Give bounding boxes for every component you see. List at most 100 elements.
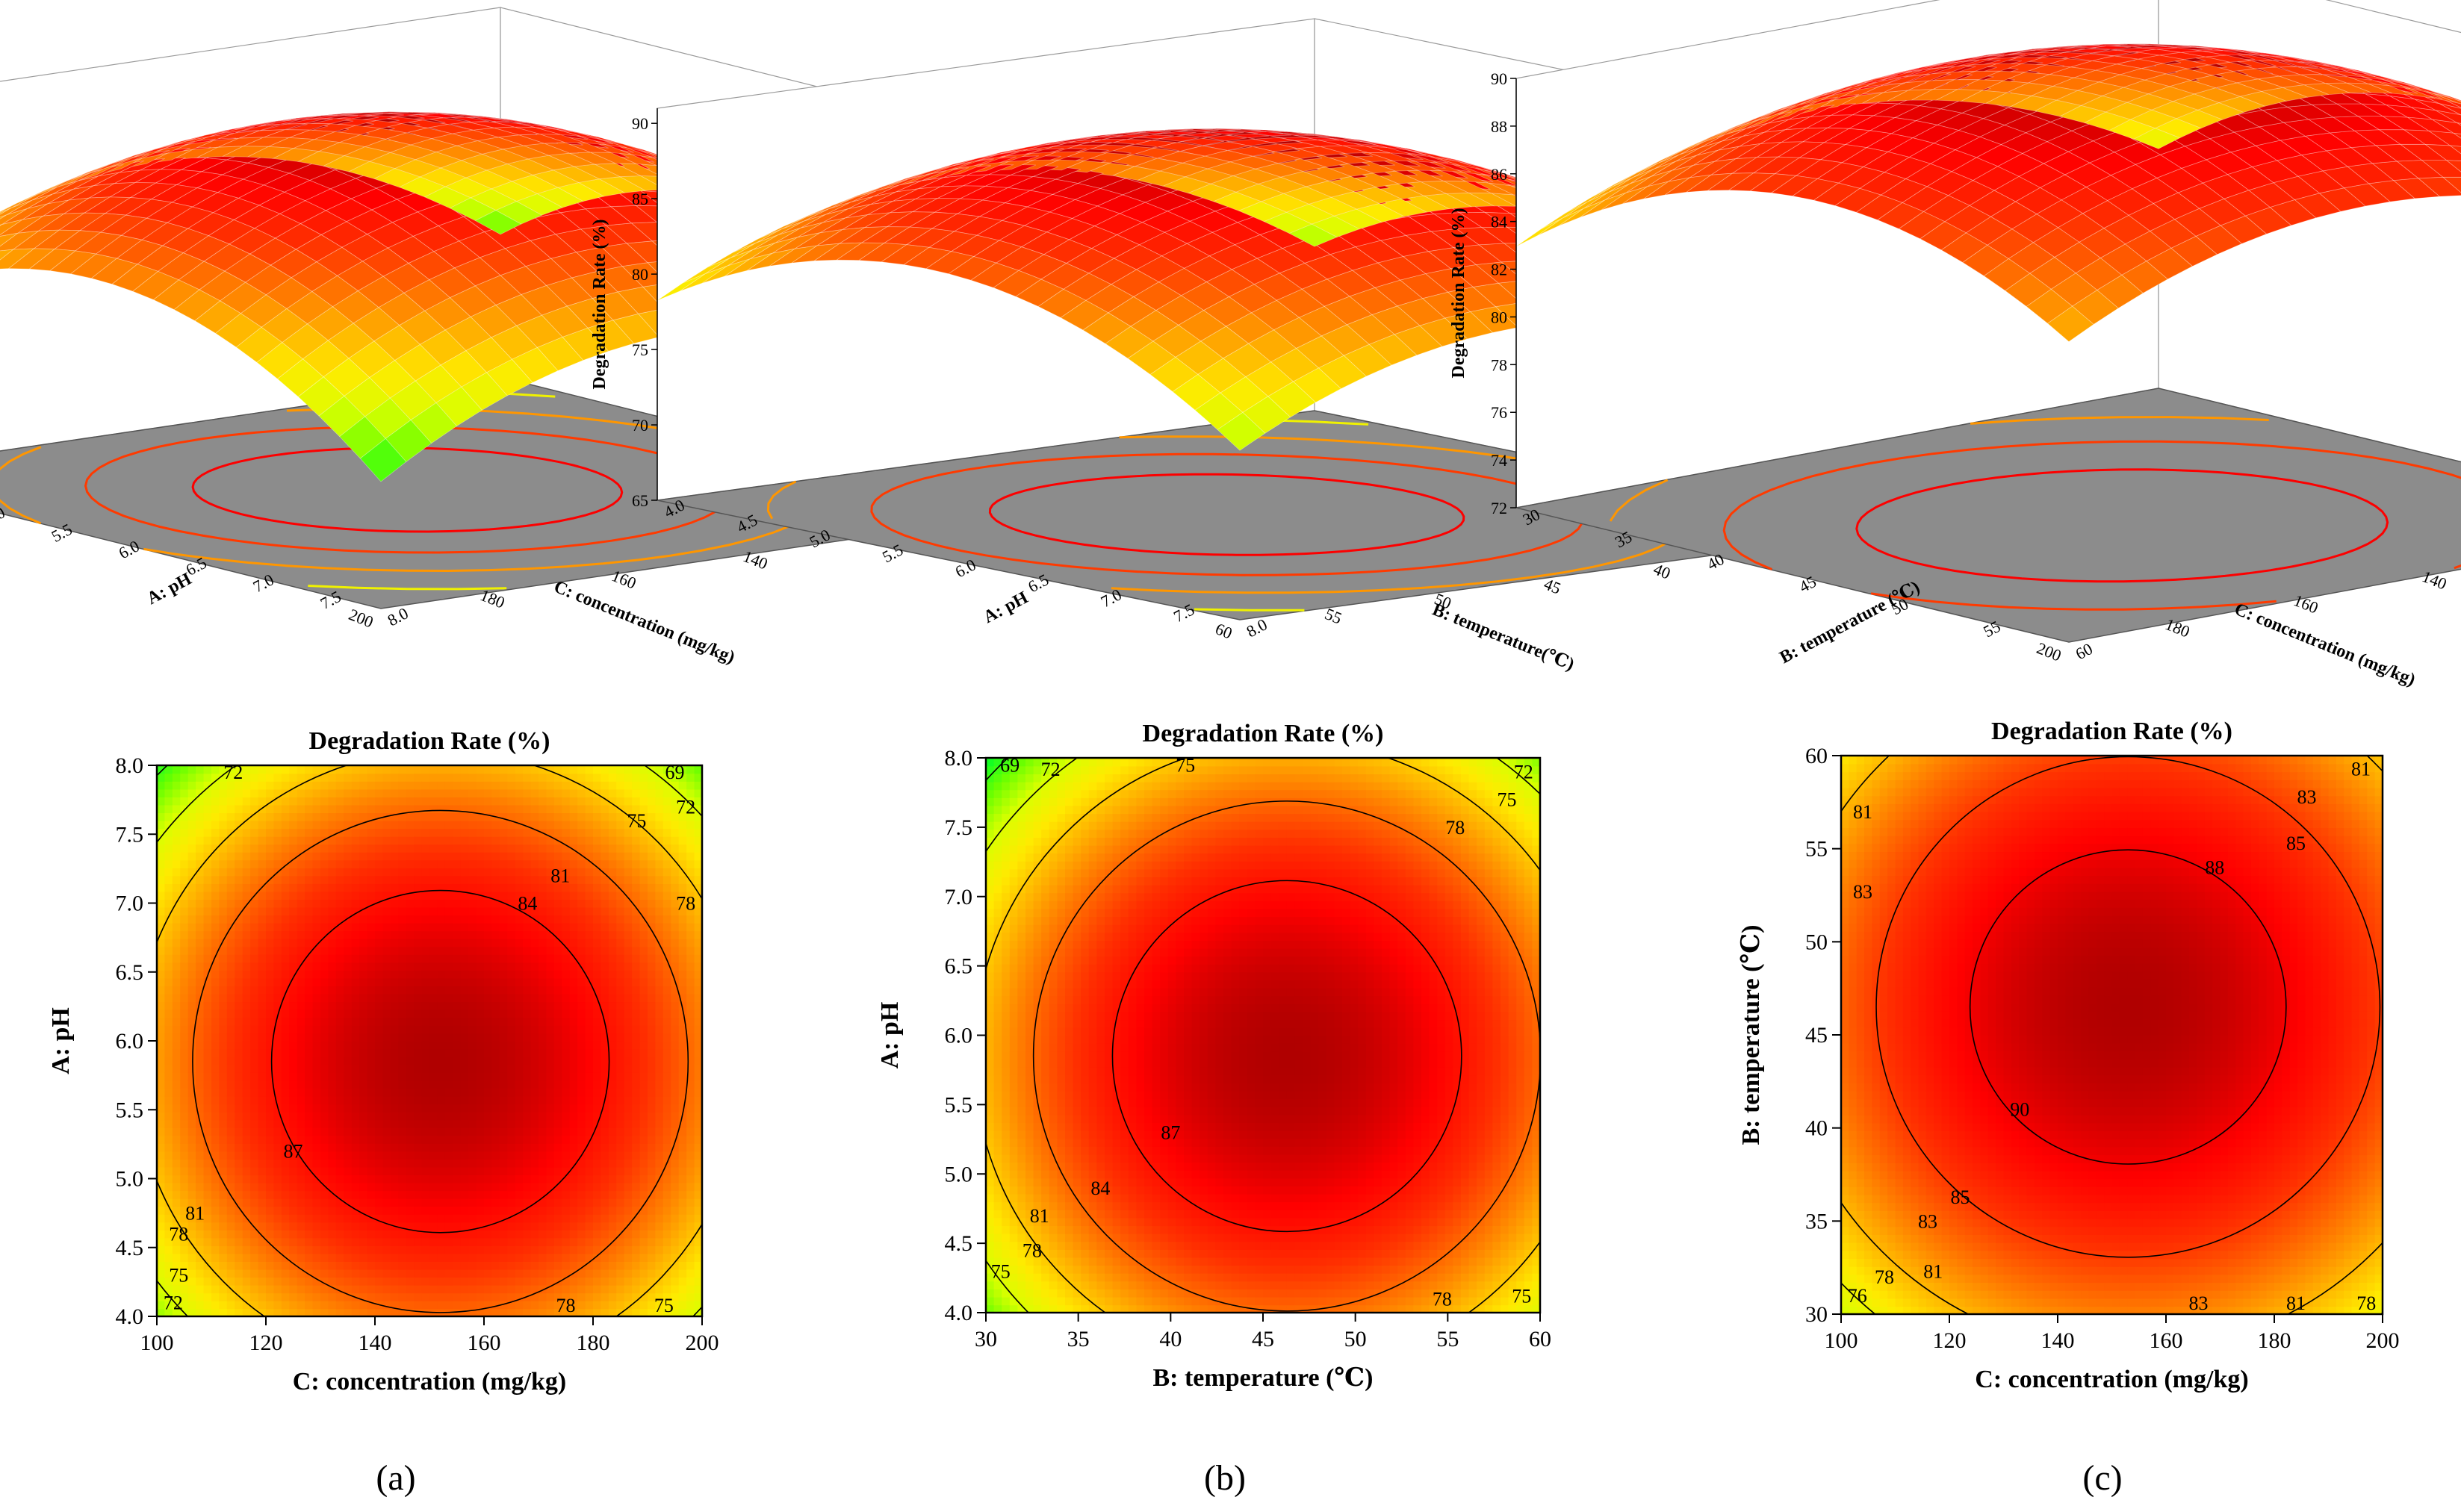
- floor-contour-ring: [1609, 416, 2269, 522]
- contour-level-label: 78: [1445, 817, 1465, 839]
- y-axis-label: A: pH: [47, 1007, 75, 1074]
- z-tick-label: 74: [1491, 451, 1507, 470]
- y-tick-label: 5.0: [945, 1162, 973, 1186]
- x-tick-label: 140: [359, 1331, 392, 1355]
- contour-level-label: 85: [2286, 833, 2306, 854]
- z-tick-label: 86: [1491, 165, 1507, 184]
- y-tick-label: 4.5: [945, 1231, 973, 1256]
- y-tick-label: 6.5: [116, 960, 144, 985]
- panel-label-b: (b): [1204, 1458, 1246, 1498]
- contour-level-label: 85: [1951, 1186, 1970, 1208]
- floor-contour-ring: [191, 447, 624, 533]
- y-tick-label: 7.5: [116, 822, 144, 847]
- x-tick-label: 100: [140, 1331, 174, 1355]
- z-tick-label: 70: [632, 416, 648, 435]
- x-tick-label: 200: [2035, 638, 2064, 665]
- y-tick-label: 35: [1805, 1209, 1828, 1233]
- contour-level-label: 76: [1848, 1285, 1867, 1307]
- z-tick-label: 82: [1491, 261, 1507, 279]
- panel-label-c: (c): [2082, 1458, 2122, 1498]
- contour-level-label: 84: [518, 893, 537, 915]
- x-tick-label: 35: [1067, 1327, 1090, 1351]
- z-tick-label: 90: [632, 114, 648, 133]
- contour-level-label: 78: [556, 1295, 576, 1316]
- y-tick-label: 8.0: [116, 753, 144, 778]
- x-tick-label: 45: [1252, 1327, 1274, 1351]
- contour-level-label: 72: [1041, 759, 1061, 780]
- x-tick-label: 100: [1825, 1328, 1858, 1353]
- contour-fill: [1841, 756, 2383, 1314]
- contour-title: Degradation Rate (%): [1143, 720, 1384, 747]
- y-tick-label: 7.5: [945, 815, 973, 840]
- contour-level-label: 78: [676, 893, 695, 915]
- y-tick-label: 5.0: [0, 503, 8, 529]
- x-tick-label: 180: [2258, 1328, 2291, 1353]
- y-tick-label: 50: [1805, 930, 1828, 954]
- contour-level-label: 84: [1090, 1177, 1110, 1199]
- x-axis-label: B: temperature (℃): [1152, 1364, 1373, 1392]
- y-tick-label: 30: [1805, 1302, 1828, 1327]
- contour-level-label: 75: [169, 1265, 188, 1287]
- y-tick-label: 7.0: [116, 892, 144, 916]
- y-axis-label: A: pH: [876, 1002, 904, 1069]
- contour-level-label: 78: [2356, 1292, 2376, 1314]
- z-tick-label: 88: [1491, 117, 1507, 136]
- z-tick-label: 84: [1491, 213, 1507, 231]
- contour-level-label: 72: [164, 1292, 183, 1314]
- x-axis-label: C: concentration (mg/kg): [293, 1368, 566, 1396]
- contour-level-label: 81: [185, 1203, 205, 1225]
- z-tick-label: 78: [1491, 355, 1507, 374]
- y-tick-label: 7.0: [945, 885, 973, 909]
- z-tick-label: 65: [632, 491, 648, 510]
- x-tick-label: 140: [2041, 1328, 2075, 1353]
- contour-level-label: 75: [654, 1295, 674, 1316]
- x-tick-label: 30: [975, 1327, 997, 1351]
- contour-fill: [986, 758, 1540, 1313]
- z-axis-label: Degradation Rate (%): [590, 220, 609, 390]
- contour-line-87: [270, 889, 610, 1233]
- z-axis-label: Degradation Rate (%): [1449, 208, 1468, 379]
- contour-level-label: 81: [550, 865, 570, 887]
- z-tick-label: 72: [1491, 499, 1507, 517]
- contour-line-87: [1111, 880, 1462, 1233]
- contour-level-label: 83: [2189, 1292, 2209, 1314]
- contour-title: Degradation Rate (%): [309, 727, 550, 755]
- x-axis-label: C: concentration (mg/kg): [1975, 1366, 2248, 1393]
- contour-level-label: 87: [1161, 1122, 1180, 1144]
- y-tick-label: 4.5: [116, 1236, 144, 1260]
- z-tick-label: 76: [1491, 403, 1507, 422]
- contour-level-label: 81: [1030, 1205, 1049, 1227]
- y-tick-label: 60: [1805, 744, 1828, 768]
- contour-level-label: 81: [2286, 1292, 2306, 1314]
- contour-title: Degradation Rate (%): [1991, 718, 2232, 745]
- contour-level-label: 90: [2010, 1099, 2029, 1121]
- contour-line-84: [1032, 800, 1540, 1312]
- x-tick-label: 180: [577, 1331, 610, 1355]
- contour-level-label: 75: [627, 810, 646, 832]
- x-tick-label: 60: [1213, 619, 1235, 642]
- contour-level-label: 81: [2351, 758, 2371, 780]
- y-tick-label: 5.5: [116, 1098, 144, 1122]
- contour-level-label: 78: [1875, 1266, 1894, 1288]
- y-tick-label: 6.0: [945, 1024, 973, 1048]
- x-tick-label: 120: [1933, 1328, 1967, 1353]
- contour-line-84: [192, 809, 689, 1313]
- x-tick-label: 160: [2150, 1328, 2183, 1353]
- x-tick-label: 60: [1529, 1327, 1551, 1351]
- y-tick-label: 4.0: [116, 1304, 144, 1329]
- floor-contour-ring: [1722, 440, 2461, 611]
- z-tick-label: 80: [1491, 308, 1507, 326]
- y-axis-label: A: pH: [144, 569, 195, 609]
- surface-floor: [1515, 388, 2461, 643]
- contour-level-label: 83: [1853, 881, 1872, 903]
- y-tick-label: 6.0: [116, 1029, 144, 1054]
- y-tick-label: 8.0: [945, 746, 973, 771]
- x-tick-label: 200: [347, 605, 376, 632]
- panel-label-a: (a): [376, 1458, 415, 1498]
- contour-level-label: 78: [1433, 1288, 1452, 1310]
- contour-level-label: 83: [1918, 1210, 1937, 1232]
